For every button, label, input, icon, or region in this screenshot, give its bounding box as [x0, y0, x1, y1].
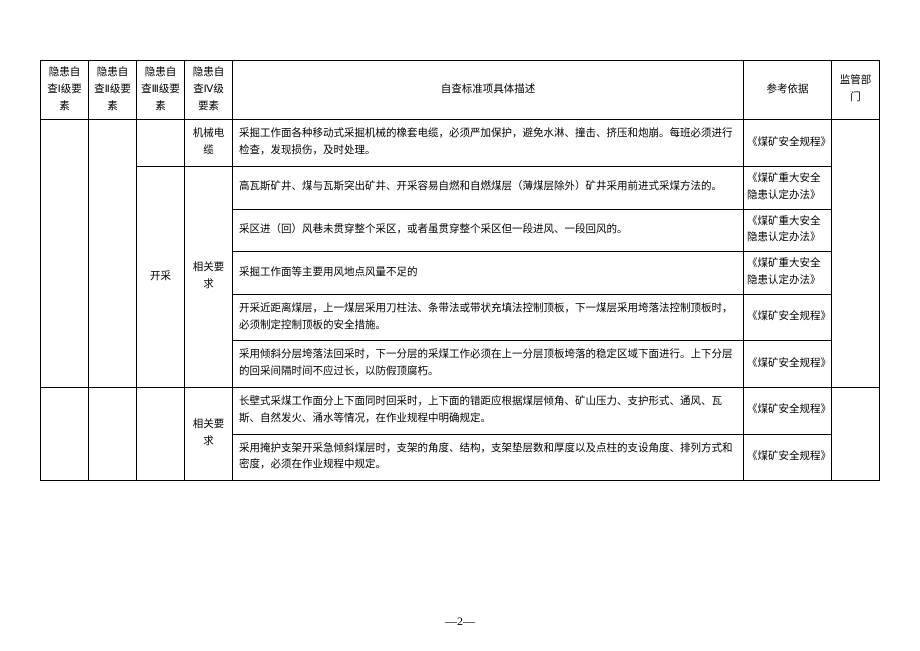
table-row: 开采 相关要求 高瓦斯矿井、煤与瓦斯突出矿井、开采容易自燃和自燃煤层（薄煤层除外…: [41, 166, 880, 209]
cell-desc: 采用掩护支架开采急倾斜煤层时，支架的角度、结构，支架垫层数和厚度以及点柱的支设角…: [233, 434, 744, 481]
cell-ref: 《煤矿安全规程》: [744, 434, 832, 481]
cell-ref: 《煤矿重大安全隐患认定办法》: [744, 209, 832, 252]
header-row: 隐患自查Ⅰ级要素 隐患自查Ⅱ级要素 隐患自查Ⅲ级要素 隐患自查Ⅳ级要素 自查标准…: [41, 61, 880, 120]
header-lv4: 隐患自查Ⅳ级要素: [185, 61, 233, 120]
cell-lv1: [41, 120, 89, 388]
inspection-table: 隐患自查Ⅰ级要素 隐患自查Ⅱ级要素 隐患自查Ⅲ级要素 隐患自查Ⅳ级要素 自查标准…: [40, 60, 880, 481]
cell-dept: [832, 387, 880, 480]
table-row: 相关要求 长壁式采煤工作面分上下面同时回采时，上下面的错距应根据煤层倾角、矿山压…: [41, 387, 880, 434]
cell-dept: [832, 120, 880, 388]
cell-lv1: [41, 387, 89, 480]
cell-lv4: 机械电缆: [185, 120, 233, 167]
page-number: —2—: [0, 614, 920, 629]
cell-desc: 采掘工作面等主要用风地点风量不足的: [233, 252, 744, 295]
cell-lv2: [89, 120, 137, 388]
cell-lv3: 开采: [137, 166, 185, 387]
cell-ref: 《煤矿安全规程》: [744, 294, 832, 341]
header-dept: 监管部门: [832, 61, 880, 120]
cell-desc: 采区进（回）风巷未贯穿整个采区，或者虽贯穿整个采区但一段进风、一段回风的。: [233, 209, 744, 252]
cell-lv3: [137, 387, 185, 480]
cell-ref: 《煤矿重大安全隐患认定办法》: [744, 166, 832, 209]
cell-ref: 《煤矿安全规程》: [744, 341, 832, 388]
cell-lv4: 相关要求: [185, 166, 233, 387]
header-lv1: 隐患自查Ⅰ级要素: [41, 61, 89, 120]
cell-ref: 《煤矿重大安全隐患认定办法》: [744, 252, 832, 295]
cell-desc: 采掘工作面各种移动式采掘机械的橡套电缆，必须严加保护，避免水淋、撞击、挤压和炮崩…: [233, 120, 744, 167]
cell-lv4: 相关要求: [185, 387, 233, 480]
cell-lv2: [89, 387, 137, 480]
table-row: 机械电缆 采掘工作面各种移动式采掘机械的橡套电缆，必须严加保护，避免水淋、撞击、…: [41, 120, 880, 167]
cell-desc: 采用倾斜分层垮落法回采时，下一分层的采煤工作必须在上一分层顶板垮落的稳定区域下面…: [233, 341, 744, 388]
cell-ref: 《煤矿安全规程》: [744, 387, 832, 434]
cell-desc: 长壁式采煤工作面分上下面同时回采时，上下面的错距应根据煤层倾角、矿山压力、支护形…: [233, 387, 744, 434]
header-lv3: 隐患自查Ⅲ级要素: [137, 61, 185, 120]
cell-desc: 开采近距离煤层，上一煤层采用刀柱法、条带法或带状充填法控制顶板，下一煤层采用垮落…: [233, 294, 744, 341]
header-lv2: 隐患自查Ⅱ级要素: [89, 61, 137, 120]
cell-lv3: [137, 120, 185, 167]
cell-desc: 高瓦斯矿井、煤与瓦斯突出矿井、开采容易自燃和自燃煤层（薄煤层除外）矿井采用前进式…: [233, 166, 744, 209]
cell-ref: 《煤矿安全规程》: [744, 120, 832, 167]
header-ref: 参考依据: [744, 61, 832, 120]
header-desc: 自查标准项具体描述: [233, 61, 744, 120]
